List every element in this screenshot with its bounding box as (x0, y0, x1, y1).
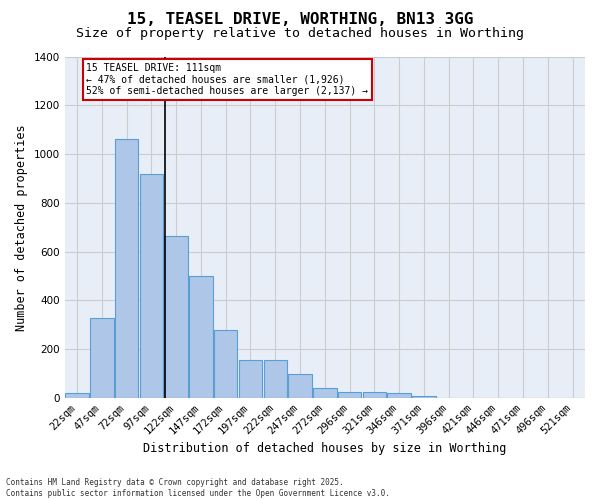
Y-axis label: Number of detached properties: Number of detached properties (15, 124, 28, 330)
Bar (214, 330, 238, 398)
Bar (189, 276, 213, 398)
Bar (362, 392, 386, 398)
Text: Contains HM Land Registry data © Crown copyright and database right 2025.
Contai: Contains HM Land Registry data © Crown c… (6, 478, 390, 498)
Text: 15 TEASEL DRIVE: 111sqm
← 47% of detached houses are smaller (1,926)
52% of semi: 15 TEASEL DRIVE: 111sqm ← 47% of detache… (86, 62, 368, 96)
Text: Size of property relative to detached houses in Worthing: Size of property relative to detached ho… (76, 28, 524, 40)
Bar (263, 360, 287, 398)
Bar (140, 174, 163, 398)
Bar (65, 393, 89, 398)
Bar (313, 388, 337, 398)
Bar (388, 393, 411, 398)
Bar (239, 360, 262, 398)
Text: 15, TEASEL DRIVE, WORTHING, BN13 3GG: 15, TEASEL DRIVE, WORTHING, BN13 3GG (127, 12, 473, 28)
Bar (90, 318, 113, 398)
Bar (338, 392, 361, 398)
X-axis label: Distribution of detached houses by size in Worthing: Distribution of detached houses by size … (143, 442, 506, 455)
Bar (164, 236, 188, 398)
Bar (412, 396, 436, 398)
Bar (115, 140, 139, 398)
Bar (288, 374, 312, 398)
